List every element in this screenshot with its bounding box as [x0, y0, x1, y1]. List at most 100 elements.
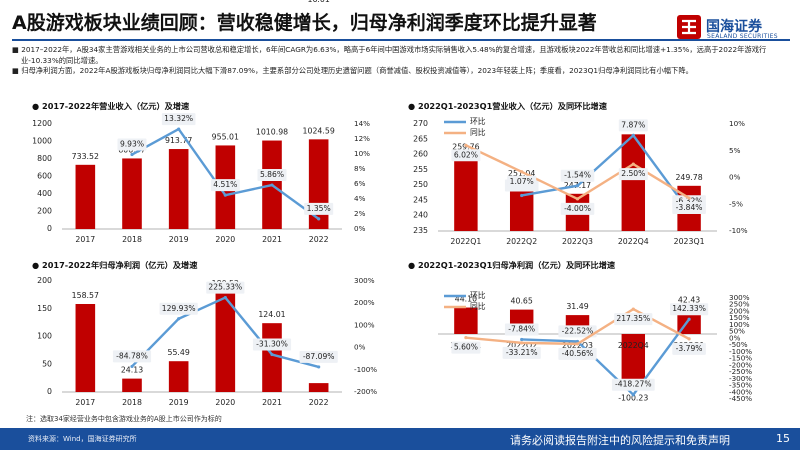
bar	[215, 291, 236, 392]
y2-tick-label: 0%	[354, 343, 366, 352]
y-tick-label: 600	[37, 172, 52, 181]
y2-tick-label: 8%	[354, 164, 366, 173]
series-line	[521, 318, 691, 397]
y2-tick-label: 0%	[729, 333, 741, 342]
x-tick-label: 2018	[122, 235, 142, 244]
legend-label: 环比	[470, 116, 486, 126]
line-value-label-bg	[112, 350, 152, 363]
line-value-label: 1.35%	[307, 204, 331, 213]
series-point	[520, 341, 524, 345]
bar	[308, 139, 329, 229]
y2-tick-label: 6%	[354, 179, 366, 188]
bar	[509, 309, 534, 334]
bar	[677, 308, 701, 334]
y-tick-label: 235	[413, 226, 428, 235]
series-line	[521, 133, 691, 213]
x-tick-label: 2022Q4	[618, 341, 649, 350]
line-value-label: -1.54%	[564, 171, 591, 180]
bar-value-label: 24.13	[121, 366, 143, 375]
y-tick-label: 800	[37, 154, 52, 163]
series-point	[631, 393, 635, 397]
bar-value-label: 40.65	[511, 297, 533, 306]
bar-value-label: 266.62	[620, 121, 647, 130]
summary-bullet: ■ 2017–2022年，A股34家主营游戏相关业务的上市公司营收总和稳定增长，…	[12, 45, 767, 65]
line-value-label: -3.79%	[676, 344, 703, 353]
series-point	[687, 317, 691, 321]
series-point	[177, 317, 181, 321]
series-point	[270, 183, 274, 187]
bar	[677, 185, 701, 231]
chart-title-quarterly-revenue: ● 2022Q1-2023Q1营业收入（亿元）及同环比增速	[408, 101, 607, 111]
logo-name-en: SEALAND SECURITIES	[707, 33, 778, 40]
series-point	[687, 209, 691, 213]
chart-title-text: 2017-2022年营业收入（亿元）及增速	[42, 101, 190, 111]
bar-value-label: 913.77	[165, 136, 192, 145]
series-point	[575, 184, 580, 188]
chart-title-text: 2022Q1-2023Q1营业收入（亿元）及同环比增速	[418, 101, 607, 111]
chart-title-annual-profit: ● 2017-2022年归母净利润（亿元）及增速	[32, 260, 198, 270]
chart-title-quarterly-profit: ● 2022Q1-2023Q1归母净利润（亿元）及同环比增速	[408, 260, 616, 270]
bar-value-label: 806.37	[118, 145, 145, 154]
y-tick-label: 250	[413, 180, 428, 189]
y2-tick-label: -200%	[729, 360, 752, 369]
y2-tick-label: 10%	[354, 149, 370, 158]
y2-tick-label: -350%	[729, 381, 752, 390]
x-tick-label: 2022Q2	[506, 237, 537, 246]
series-point	[575, 339, 580, 344]
x-tick-label: 2022Q1	[450, 237, 481, 246]
y2-tick-label: 100%	[729, 320, 750, 329]
chart-title-annual-revenue: ● 2017-2022年营业收入（亿元）及增速	[32, 101, 190, 111]
x-tick-label: 2022Q3	[562, 341, 593, 350]
y2-tick-label: 0%	[729, 173, 741, 182]
bar	[122, 158, 142, 229]
disclaimer-text: 请务必阅读报告附注中的风险提示和免责声明	[510, 434, 730, 447]
y-tick-label: 1000	[32, 137, 52, 146]
bar	[565, 193, 590, 231]
line-value-label: -84.78%	[116, 351, 148, 360]
line-value-label-bg	[560, 169, 595, 182]
y2-tick-label: 100%	[354, 320, 375, 329]
series-line	[131, 296, 319, 369]
series-point	[631, 133, 635, 137]
line-value-label: 5.60%	[454, 343, 478, 352]
line-value-label: 1.07%	[510, 177, 534, 186]
y2-tick-label: -5%	[729, 199, 743, 208]
y2-tick-label: 300%	[729, 293, 750, 302]
company-logo: 国海证券 SEALAND SECURITIES	[676, 14, 794, 42]
series-point	[631, 307, 635, 311]
bar	[509, 181, 534, 231]
series-point	[223, 295, 227, 300]
line-value-label-bg	[618, 119, 648, 132]
footer-bar: 资料来源：Wind，国海证券研究所 请务必阅读报告附注中的风险提示和免责声明 1…	[0, 428, 800, 450]
line-value-label-bg	[210, 179, 240, 192]
series-point	[464, 336, 468, 340]
line-value-label: 7.87%	[621, 120, 645, 129]
series-point	[520, 193, 524, 198]
chart-title-text: 2017-2022年归母净利润（亿元）及增速	[42, 260, 198, 270]
title-divider	[12, 39, 790, 41]
bar	[308, 383, 329, 392]
summary-text: ■ 2017–2022年，A股34家主营游戏相关业务的上市公司营收总和稳定增长，…	[12, 45, 790, 77]
summary-bullet-text: 2017–2022年，A股34家主营游戏相关业务的上市公司营收总和稳定增长，6年…	[21, 45, 767, 65]
line-value-label: -87.09%	[303, 352, 335, 361]
y2-tick-label: -100%	[729, 347, 752, 356]
series-point	[687, 337, 691, 341]
line-value-label: 6.02%	[454, 150, 478, 159]
x-tick-label: 2023Q1	[674, 237, 705, 246]
bar-value-label: 124.01	[258, 310, 285, 319]
source-note: 资料来源：Wind，国海证券研究所	[28, 435, 137, 443]
y2-tick-label: -10%	[729, 226, 748, 235]
series-point	[464, 143, 468, 147]
series-line	[465, 144, 690, 201]
series-point	[520, 170, 524, 174]
line-value-label-bg	[159, 302, 198, 315]
series-point	[687, 196, 691, 200]
y2-tick-label: 250%	[729, 300, 750, 309]
line-value-label-bg	[451, 149, 481, 162]
line-value-label-bg	[672, 342, 706, 355]
bar	[454, 155, 478, 231]
x-tick-label: 2018	[122, 398, 142, 407]
series-point	[575, 342, 580, 346]
bar-value-label: 1024.59	[303, 126, 335, 135]
series-point	[631, 162, 635, 166]
